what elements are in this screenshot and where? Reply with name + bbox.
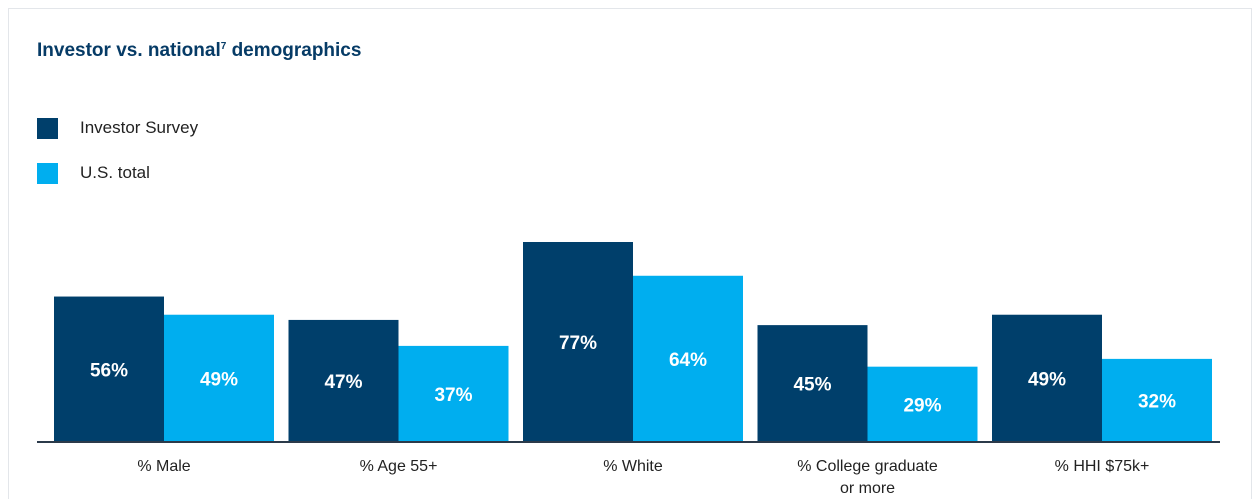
category-label-age-55: % Age 55+	[360, 458, 438, 475]
legend-label-us-total: U.S. total	[80, 163, 150, 182]
legend-item-investor-survey: Investor Survey	[37, 117, 198, 139]
bar-investor-survey-hhi-75k	[992, 314, 1102, 442]
value-label-u-s-total-college-graduate-or-more: 29%	[903, 395, 941, 416]
bar-u-s-total-male	[164, 314, 274, 442]
category-label-male: % Male	[137, 458, 190, 475]
bar-u-s-total-age-55	[398, 345, 509, 442]
value-label-u-s-total-white: 64%	[669, 350, 707, 371]
legend-swatch-investor-survey	[37, 117, 58, 139]
value-label-investor-survey-male: 56%	[90, 360, 128, 381]
chart-title: Investor vs. national7 demographics	[37, 40, 361, 62]
category-label-college-graduate-or-more-line-1: % College graduate	[797, 458, 938, 475]
legend-item-us-total: U.S. total	[37, 162, 150, 184]
bar-u-s-total-college-graduate-or-more	[867, 366, 978, 442]
bar-investor-survey-college-graduate-or-more	[757, 325, 868, 442]
bar-investor-survey-white	[523, 242, 633, 442]
category-label-hhi-75k: % HHI $75k+	[1055, 458, 1150, 475]
value-label-u-s-total-age-55: 37%	[434, 385, 472, 406]
title-footnote-marker: 7	[220, 41, 227, 52]
value-label-investor-survey-college-graduate-or-more: 45%	[793, 375, 831, 396]
chart-title-text: Investor vs. national	[37, 40, 221, 61]
category-label-white: % White	[603, 458, 663, 475]
bar-u-s-total-hhi-75k	[1102, 358, 1212, 442]
category-label-college-graduate-or-more-line-2: or more	[840, 480, 895, 497]
value-label-investor-survey-hhi-75k: 49%	[1028, 369, 1066, 390]
legend-swatch-us-total	[37, 162, 58, 184]
bar-u-s-total-white	[633, 275, 743, 442]
value-label-investor-survey-white: 77%	[559, 333, 597, 354]
bar-investor-survey-age-55	[288, 319, 399, 442]
chart-title-suffix: demographics	[231, 40, 362, 61]
bar-investor-survey-male	[54, 296, 164, 442]
value-label-u-s-total-male: 49%	[200, 369, 238, 390]
value-label-u-s-total-hhi-75k: 32%	[1138, 391, 1176, 412]
legend-label-investor-survey: Investor Survey	[80, 118, 199, 137]
value-label-investor-survey-age-55: 47%	[324, 372, 362, 393]
